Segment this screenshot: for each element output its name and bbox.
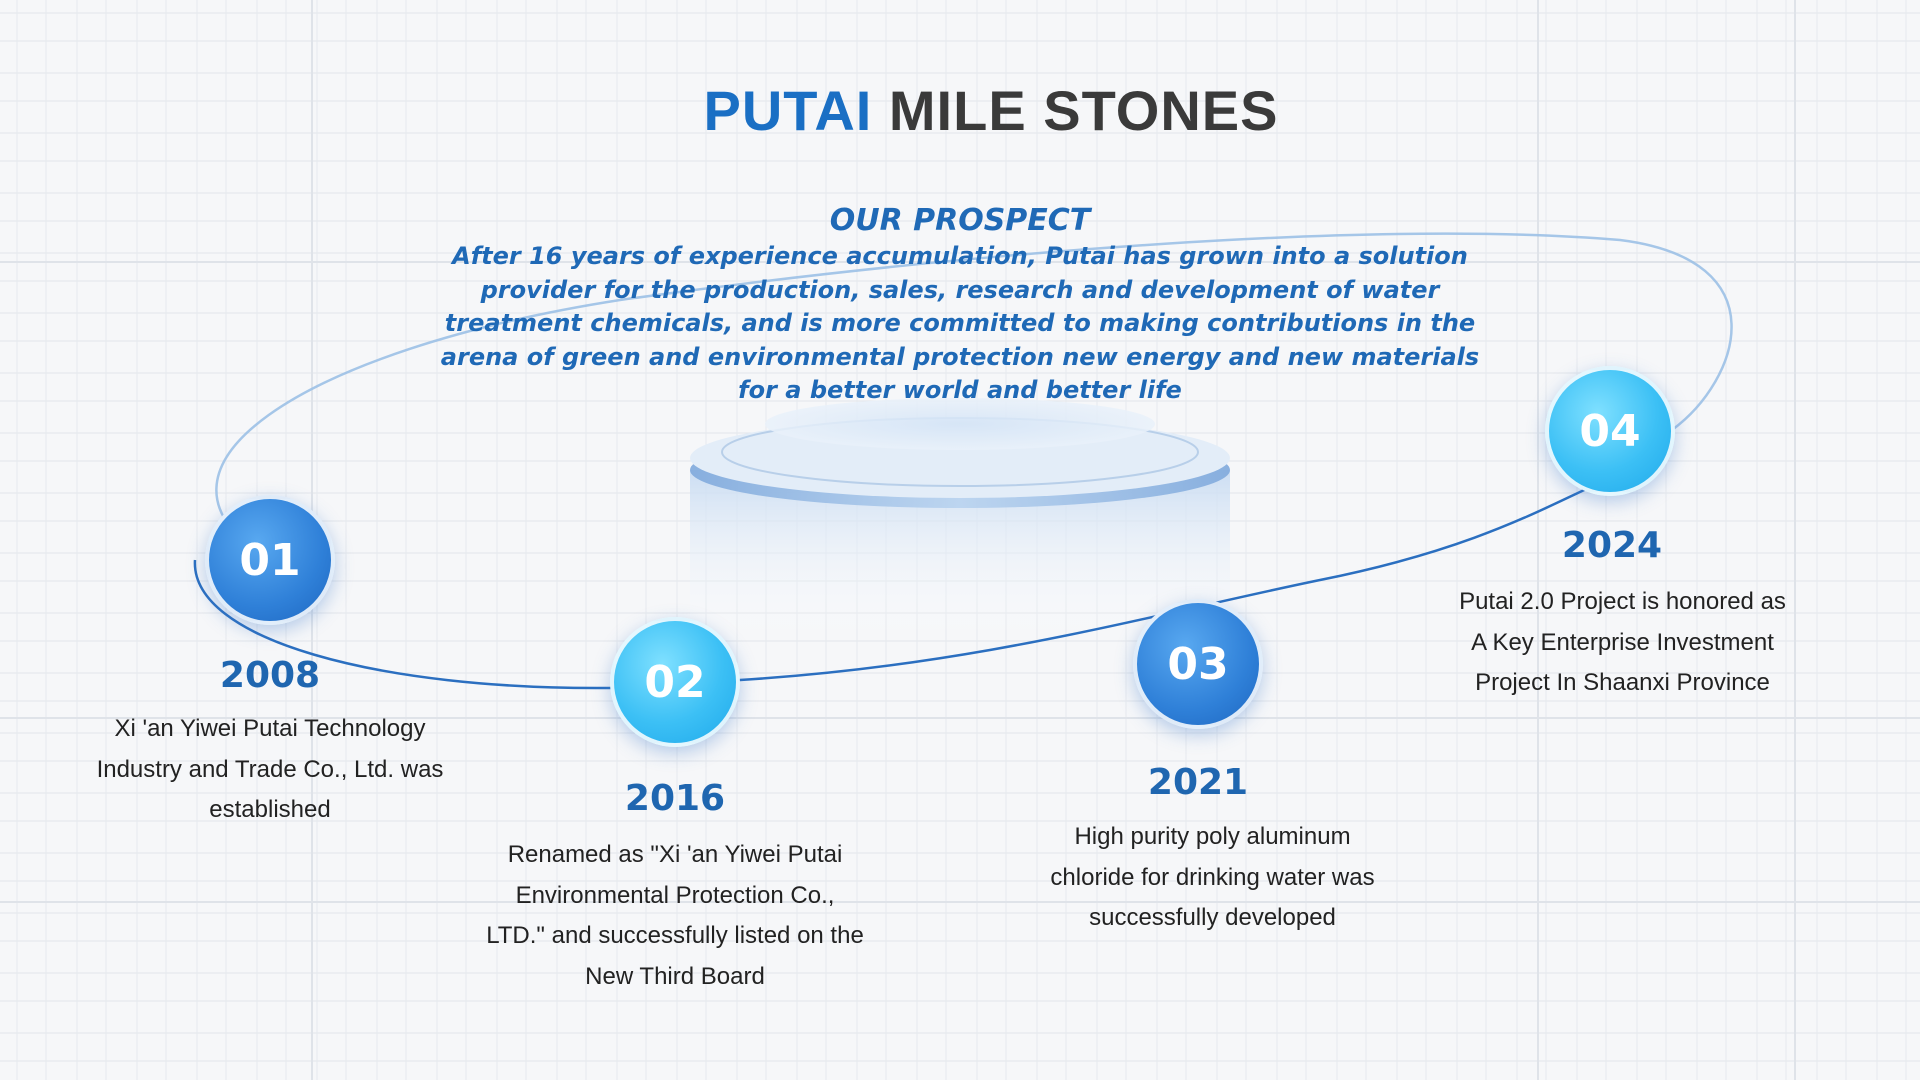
milestone-year-2024: 2024 xyxy=(1561,525,1663,566)
podium-illustration xyxy=(690,398,1230,640)
milestone-text-2024: Putai 2.0 Project is honored as A Key En… xyxy=(1459,588,1786,696)
milestone-text-2021: High purity poly aluminum chloride for d… xyxy=(1050,823,1375,931)
milestone-node-02: 02 xyxy=(610,617,740,747)
milestone-text-2016: Renamed as "Xi 'an Yiwei Putai Environme… xyxy=(486,841,864,990)
prospect-heading: OUR PROSPECT xyxy=(829,203,1091,238)
milestone-number: 03 xyxy=(1167,638,1229,690)
milestone-year-2008: 2008 xyxy=(219,655,321,696)
milestone-number: 04 xyxy=(1579,405,1641,457)
milestone-node-01: 01 xyxy=(205,495,335,625)
milestone-year-2021: 2021 xyxy=(1147,762,1249,803)
title-rest: MILE STONES xyxy=(888,79,1279,142)
milestone-year-2016: 2016 xyxy=(624,778,726,819)
orbit-path xyxy=(193,232,1733,690)
milestone-number: 01 xyxy=(239,534,301,586)
page-title: PUTAI MILE STONES xyxy=(0,78,1920,143)
milestone-node-04: 04 xyxy=(1545,366,1675,496)
milestone-node-03: 03 xyxy=(1133,599,1263,729)
title-accent: PUTAI xyxy=(703,79,873,142)
prospect-body: After 16 years of experience accumulatio… xyxy=(440,242,1480,404)
milestone-text-2008: Xi 'an Yiwei Putai Technology Industry a… xyxy=(96,715,444,823)
milestone-number: 02 xyxy=(644,656,706,708)
